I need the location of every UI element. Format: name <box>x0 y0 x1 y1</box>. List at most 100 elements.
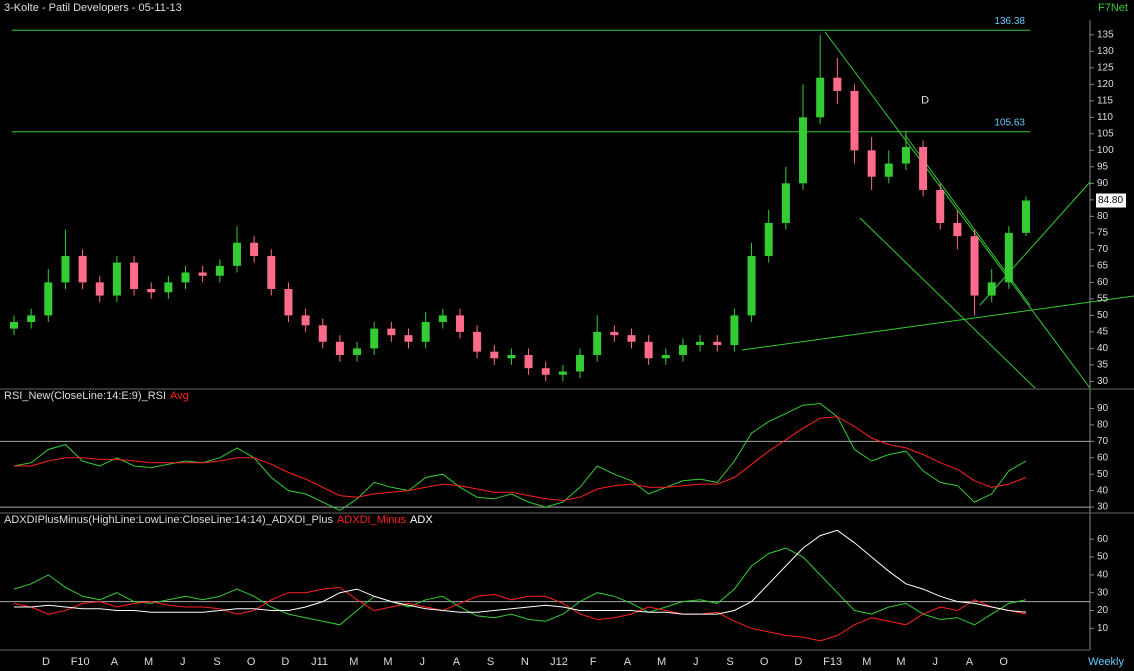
y-tick-label: 90 <box>1097 178 1109 189</box>
candle-body <box>644 341 653 359</box>
y-tick-label: 105 <box>1097 128 1114 139</box>
x-tick-label: S <box>213 656 220 668</box>
candle-body <box>232 242 241 266</box>
candle-body <box>335 341 344 355</box>
x-tick-label: N <box>521 656 529 668</box>
x-tick-label: J12 <box>550 656 568 668</box>
candle-body <box>558 371 567 375</box>
candle-body <box>353 348 362 355</box>
last-price-label: 84.80 <box>1098 195 1123 206</box>
y-tick-label: 30 <box>1097 376 1109 387</box>
series-line <box>13 547 1027 626</box>
candle-body <box>936 189 945 223</box>
candle-body <box>318 325 327 342</box>
x-tick-label: M <box>349 656 358 668</box>
candle-body <box>421 321 430 342</box>
y-tick-label: 110 <box>1097 112 1113 123</box>
candle-body <box>713 341 722 346</box>
candle-body <box>147 288 156 293</box>
x-tick-label: J <box>180 656 186 668</box>
y-tick-label: 35 <box>1097 360 1109 371</box>
candle-body <box>781 183 790 223</box>
candle-body <box>370 328 379 349</box>
y-tick-label: 30 <box>1097 587 1109 598</box>
x-tick-label: A <box>624 656 632 668</box>
trendline <box>741 295 1134 351</box>
y-tick-label: 50 <box>1097 552 1109 563</box>
x-tick-label: F10 <box>71 656 90 668</box>
x-tick-label: A <box>966 656 974 668</box>
chart-title: 3-Kolte - Patil Developers - 05-11-13 <box>4 2 182 14</box>
trendline <box>859 217 1036 389</box>
x-tick-label: J11 <box>311 656 328 668</box>
x-tick-label: D <box>42 656 50 668</box>
candle-body <box>44 282 53 316</box>
candle-body <box>215 265 224 276</box>
y-tick-label: 65 <box>1097 261 1109 272</box>
panel-title: ADXDIPlusMinus(HighLine:LowLine:CloseLin… <box>4 514 433 526</box>
y-tick-label: 120 <box>1097 79 1114 90</box>
series-line <box>13 586 1027 642</box>
candle-body <box>61 255 70 283</box>
marker-label: D <box>921 94 929 106</box>
candle-body <box>404 335 413 342</box>
y-tick-label: 40 <box>1097 343 1109 354</box>
series-line <box>14 416 1027 502</box>
x-tick-label: A <box>111 656 119 668</box>
candle-body <box>1022 200 1030 233</box>
x-tick-label: O <box>760 656 769 668</box>
candle-body <box>833 77 842 91</box>
y-tick-label: 100 <box>1097 145 1114 156</box>
y-tick-label: 55 <box>1097 294 1109 305</box>
y-tick-label: 45 <box>1097 327 1109 338</box>
hline-label: 136.38 <box>994 16 1025 27</box>
candle-body <box>919 147 928 190</box>
y-tick-label: 50 <box>1097 310 1109 321</box>
candle-body <box>541 368 550 375</box>
candle-body <box>593 331 602 355</box>
candle-body <box>816 77 825 118</box>
x-tick-label: M <box>657 656 666 668</box>
y-tick-label: 135 <box>1097 29 1114 40</box>
candle-body <box>661 354 670 359</box>
candle-body <box>490 351 499 359</box>
x-tick-label: D <box>794 656 802 668</box>
candle-body <box>130 262 139 289</box>
candle-body <box>747 255 756 316</box>
x-tick-label: M <box>896 656 905 668</box>
candle-body <box>473 331 482 352</box>
y-tick-label: 80 <box>1097 211 1109 222</box>
y-tick-label: 60 <box>1097 277 1109 288</box>
candle-body <box>438 315 447 322</box>
y-tick-label: 50 <box>1097 469 1109 480</box>
x-tick-label: S <box>726 656 733 668</box>
x-tick-label: M <box>862 656 871 668</box>
legend-entry: _ADXDI_Plus <box>265 514 334 526</box>
x-tick-label: M <box>144 656 153 668</box>
candle-body <box>198 272 207 276</box>
candle-body <box>678 345 687 355</box>
candle-body <box>164 282 173 293</box>
candle-body <box>730 315 739 346</box>
y-tick-label: 60 <box>1097 534 1109 545</box>
x-tick-label: O <box>247 656 256 668</box>
legend-entry: Avg <box>170 390 189 402</box>
y-tick-label: 130 <box>1097 46 1114 57</box>
candle-body <box>764 222 773 256</box>
legend-entry: _RSI <box>141 390 166 402</box>
y-tick-label: 30 <box>1097 502 1109 513</box>
y-tick-label: 75 <box>1097 227 1109 238</box>
x-tick-label: J <box>693 656 699 668</box>
period: Weekly <box>1088 656 1124 668</box>
candle-body <box>1004 232 1013 283</box>
candle-body <box>78 255 87 283</box>
x-tick-label: D <box>281 656 289 668</box>
candle-body <box>867 150 876 177</box>
candle-body <box>301 315 310 326</box>
candle-body <box>112 262 121 296</box>
x-tick-label: O <box>999 656 1008 668</box>
series-line <box>14 529 1027 615</box>
y-tick-label: 115 <box>1097 95 1113 106</box>
candle-body <box>799 117 808 184</box>
candle-body <box>267 255 276 289</box>
